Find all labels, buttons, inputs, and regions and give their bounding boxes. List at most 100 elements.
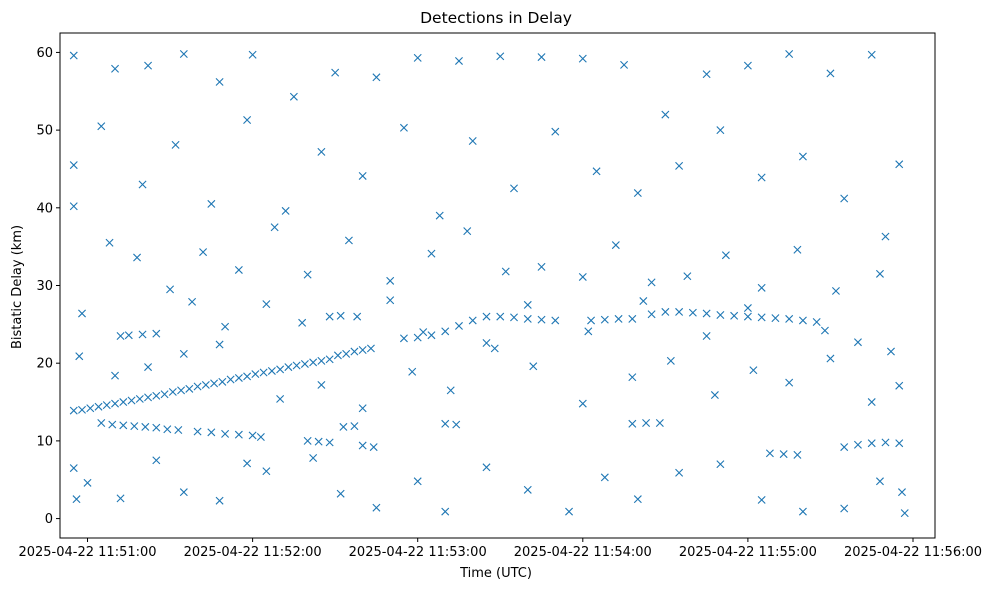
data-point bbox=[267, 366, 276, 375]
y-tick-label: 20 bbox=[36, 357, 53, 372]
y-tick-label: 10 bbox=[36, 434, 53, 449]
data-point bbox=[867, 398, 876, 407]
data-point bbox=[188, 297, 197, 306]
data-point bbox=[537, 315, 546, 324]
data-point bbox=[215, 340, 224, 349]
data-point bbox=[226, 375, 235, 384]
data-point bbox=[69, 464, 78, 473]
data-point bbox=[325, 312, 334, 321]
data-point bbox=[386, 276, 395, 285]
x-tick-label: 2025-04-22 11:54:00 bbox=[514, 545, 652, 560]
data-point bbox=[133, 253, 142, 262]
data-point bbox=[633, 189, 642, 198]
data-point bbox=[427, 331, 436, 340]
data-point bbox=[666, 356, 675, 365]
data-point bbox=[185, 384, 194, 393]
data-point bbox=[578, 272, 587, 281]
data-point bbox=[309, 358, 318, 367]
data-point bbox=[482, 339, 491, 347]
data-point bbox=[135, 394, 144, 403]
data-point bbox=[72, 495, 81, 504]
data-point bbox=[592, 167, 601, 176]
data-point bbox=[661, 110, 670, 119]
data-point bbox=[234, 373, 243, 382]
data-point bbox=[248, 431, 257, 440]
data-point bbox=[881, 232, 890, 241]
data-point bbox=[655, 419, 664, 428]
y-tick-label: 60 bbox=[36, 46, 53, 61]
data-point bbox=[633, 495, 642, 504]
data-point bbox=[358, 171, 367, 180]
data-point bbox=[551, 316, 560, 325]
data-point bbox=[234, 265, 243, 274]
data-point bbox=[350, 422, 359, 431]
data-point bbox=[75, 352, 84, 361]
data-point bbox=[108, 420, 117, 429]
data-point bbox=[207, 199, 216, 208]
data-point bbox=[628, 314, 637, 323]
data-point bbox=[785, 49, 794, 58]
data-point bbox=[141, 422, 150, 431]
data-point bbox=[523, 300, 532, 309]
data-point bbox=[482, 463, 491, 472]
data-point bbox=[757, 313, 766, 322]
data-point bbox=[221, 429, 230, 438]
data-point bbox=[298, 318, 307, 327]
data-point bbox=[826, 69, 835, 78]
data-point bbox=[702, 309, 711, 318]
data-point bbox=[276, 365, 285, 374]
data-point bbox=[234, 430, 243, 439]
data-point bbox=[276, 394, 285, 403]
data-point bbox=[317, 380, 326, 389]
data-point bbox=[289, 92, 298, 101]
data-point bbox=[886, 347, 895, 356]
data-point bbox=[510, 313, 518, 322]
data-point bbox=[243, 116, 252, 125]
data-point bbox=[94, 402, 103, 411]
data-point bbox=[386, 296, 395, 305]
data-point bbox=[152, 329, 161, 338]
data-point bbox=[675, 161, 684, 170]
data-point bbox=[831, 286, 840, 295]
data-point bbox=[207, 428, 216, 437]
data-point bbox=[628, 419, 637, 428]
data-point bbox=[325, 438, 334, 447]
y-axis-label: Bistatic Delay (km) bbox=[10, 225, 25, 349]
data-point bbox=[408, 367, 417, 376]
data-point bbox=[600, 473, 609, 482]
x-tick-label: 2025-04-22 11:56:00 bbox=[844, 545, 982, 560]
data-point bbox=[463, 227, 472, 236]
data-point bbox=[895, 439, 904, 448]
data-point bbox=[496, 312, 505, 321]
x-axis-ticks: 2025-04-22 11:51:00 2025-04-22 11:52:00 20… bbox=[18, 538, 982, 560]
data-point bbox=[578, 54, 587, 63]
data-point bbox=[482, 312, 491, 321]
data-point bbox=[496, 52, 505, 61]
data-point bbox=[435, 211, 444, 220]
data-point bbox=[78, 309, 87, 318]
data-point bbox=[757, 283, 766, 292]
x-tick-label: 2025-04-22 11:55:00 bbox=[679, 545, 817, 560]
data-point bbox=[840, 504, 849, 513]
data-point bbox=[372, 503, 381, 512]
data-point bbox=[683, 272, 692, 281]
data-point bbox=[716, 126, 725, 135]
x-tick-label: 2025-04-22 11:53:00 bbox=[349, 545, 487, 560]
data-point bbox=[152, 456, 161, 465]
data-point bbox=[881, 438, 890, 447]
data-point bbox=[325, 355, 334, 364]
data-point bbox=[144, 61, 153, 70]
data-point bbox=[336, 311, 345, 320]
data-point bbox=[749, 366, 758, 375]
data-point bbox=[152, 391, 161, 400]
data-point bbox=[895, 160, 904, 169]
x-tick-label: 2025-04-22 11:52:00 bbox=[184, 545, 322, 560]
data-point bbox=[710, 391, 719, 400]
data-point bbox=[218, 377, 227, 386]
data-point bbox=[69, 406, 78, 415]
data-point bbox=[853, 440, 862, 449]
data-point bbox=[895, 381, 904, 390]
data-point bbox=[366, 344, 375, 353]
